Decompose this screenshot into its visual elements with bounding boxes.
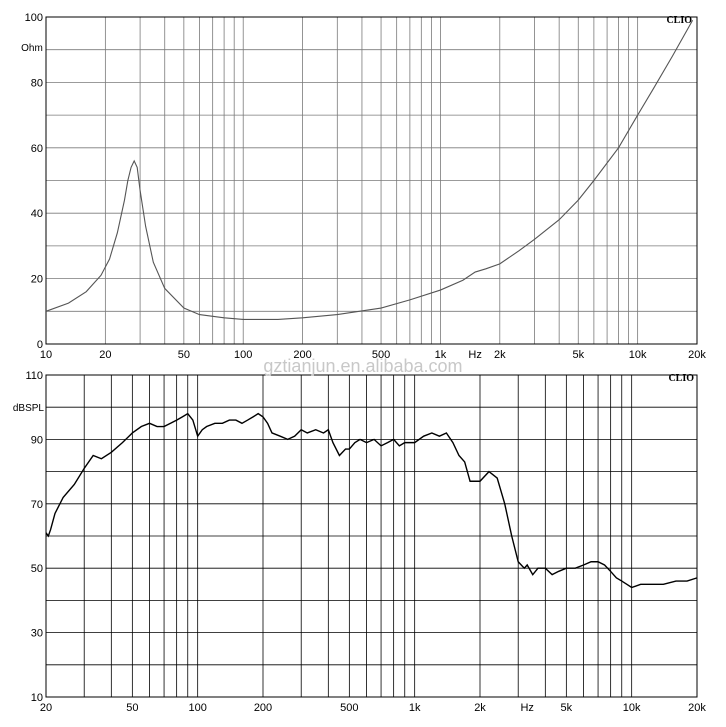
spl-chart: 20 50 100 200 500 1k 2k Hz 5k 10k 20k 110907050301… [13, 370, 707, 714]
y-tick-label: 10 [31, 692, 43, 704]
spl-curve [45, 412, 698, 589]
x-tick-label: 5k [561, 702, 573, 714]
x-tick-label: 500 [372, 349, 390, 361]
impedance-chart: 10 20 50 100 200 500 1k Hz 2k 5k 10k 20k 1008060402… [21, 12, 706, 361]
spl-clio-logo: CLIO [668, 373, 694, 384]
x-tick-label: 2k [474, 702, 486, 714]
x-tick-label: 50 [178, 349, 190, 361]
x-tick-label: 200 [293, 349, 311, 361]
y-tick-label: 110 [25, 370, 43, 382]
x-tick-label: 100 [234, 349, 252, 361]
x-tick-label: 20 [99, 349, 111, 361]
y-tick-label: 60 [31, 143, 43, 155]
spl-x-tick-labels: 20 50 100 200 500 1k 2k Hz 5k 10k 20k [40, 702, 706, 714]
y-tick-label: 90 [31, 434, 43, 446]
x-tick-label: 10k [629, 349, 647, 361]
y-tick-label: 30 [31, 628, 43, 640]
x-tick-label: 1k [409, 702, 421, 714]
impedance-y-tick-labels: 100 80 60 40 20 0 [25, 12, 43, 351]
y-tick-label: 0 [37, 339, 43, 351]
y-tick-label: 20 [31, 274, 43, 286]
x-tick-label: 1k [435, 349, 447, 361]
impedance-x-tick-labels: 10 20 50 100 200 500 1k Hz 2k 5k 10k 20k [40, 349, 706, 361]
impedance-curve [45, 20, 694, 321]
y-tick-label: 40 [31, 208, 43, 220]
x-tick-label: 10 [40, 349, 52, 361]
y-tick-label: 80 [31, 77, 43, 89]
x-tick-label: 500 [340, 702, 358, 714]
x-tick-label: 200 [254, 702, 272, 714]
impedance-grid [46, 17, 697, 344]
x-tick-label: 20k [688, 702, 706, 714]
impedance-plot-frame [45, 16, 698, 345]
y-tick-label: 70 [31, 499, 43, 511]
x-tick-label: 50 [126, 702, 138, 714]
spl-y-tick-labels: 110 90 70 50 30 10 dBSPL [13, 370, 45, 704]
watermark-text: gztianjun.en.alibaba.com [263, 356, 462, 376]
x-tick-label: Hz [520, 702, 533, 714]
x-tick-label: 5k [572, 349, 584, 361]
impedance-y-axis-unit: Ohm [21, 43, 43, 54]
x-tick-label: 100 [188, 702, 206, 714]
spl-grid [46, 375, 697, 697]
y-tick-label: 50 [31, 563, 43, 575]
x-tick-label: 20 [40, 702, 52, 714]
x-tick-label: 10k [623, 702, 641, 714]
x-tick-label: 20k [688, 349, 706, 361]
x-tick-label: 2k [494, 349, 506, 361]
impedance-clio-logo: CLIO [666, 15, 692, 26]
spl-plot-frame [45, 374, 698, 698]
x-tick-label: Hz [468, 349, 481, 361]
y-axis-unit: dBSPL [13, 403, 45, 414]
y-tick-label: 100 [25, 12, 43, 24]
